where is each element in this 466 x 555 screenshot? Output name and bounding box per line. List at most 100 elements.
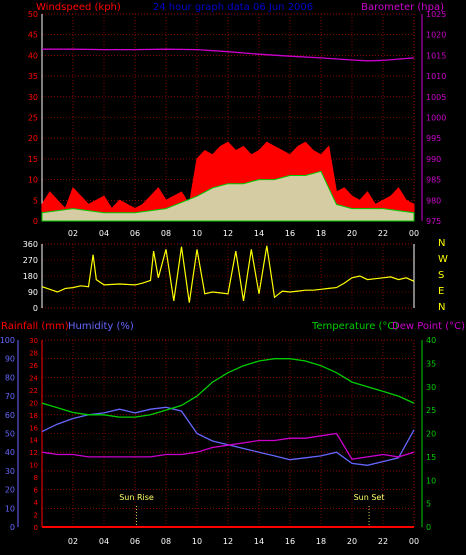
- barometer-tick-label: 980: [426, 196, 441, 205]
- rainfall-tick-label: 2: [34, 512, 38, 520]
- x-tick-label: 06: [130, 537, 140, 546]
- windspeed-tick-label: 45: [28, 31, 38, 40]
- rainfall-tick-label: 4: [34, 499, 39, 507]
- rainfall-tick-label: 10: [29, 462, 38, 470]
- series-dewpoint: [41, 432, 415, 460]
- windspeed-tick-label: 10: [28, 176, 38, 185]
- humidity-tick-label: 60: [5, 411, 15, 420]
- rainfall-tick-label: 30: [29, 337, 38, 345]
- chart-title: 24 hour graph data 06 Jun 2006: [153, 2, 313, 13]
- wind-barometer-panel: 0510152025303540455097598098599099510001…: [28, 10, 447, 238]
- barometer-tick-label: 995: [426, 134, 441, 143]
- temperature-tick-label: 40: [426, 336, 436, 345]
- temperature-tick-label: 35: [426, 359, 436, 368]
- x-tick-label: 08: [161, 229, 171, 238]
- temperature-tick-label: 5: [426, 500, 431, 509]
- x-tick-label: 20: [347, 229, 357, 238]
- humidity-tick-label: 20: [5, 486, 15, 495]
- temp-humidity-panel: 0102030405060708090100024681012141618202…: [0, 336, 436, 546]
- humidity-axis-label: Humidity (%): [68, 321, 134, 332]
- temperature-tick-label: 15: [426, 453, 436, 462]
- windspeed-tick-label: 5: [33, 196, 38, 205]
- windspeed-tick-label: 20: [28, 134, 38, 143]
- rainfall-tick-label: 18: [29, 412, 38, 420]
- x-tick-label: 22: [378, 537, 388, 546]
- windspeed-axis-label: Windspeed (kph): [36, 2, 121, 13]
- compass-n-top: N: [438, 238, 445, 249]
- x-tick-label: 00: [409, 229, 419, 238]
- windspeed-tick-label: 15: [28, 155, 38, 164]
- direction-tick-label: 90: [28, 288, 38, 297]
- barometer-tick-label: 1020: [426, 31, 446, 40]
- direction-tick-label: 0: [33, 304, 38, 313]
- x-tick-label: 12: [223, 229, 233, 238]
- series-barometer: [42, 48, 415, 62]
- rainfall-tick-label: 26: [29, 362, 38, 370]
- barometer-axis-label: Barometer (hpa): [361, 2, 444, 13]
- barometer-tick-label: 1025: [426, 10, 446, 19]
- x-tick-label: 04: [99, 537, 109, 546]
- windspeed-tick-label: 25: [28, 114, 38, 123]
- compass-n-bottom: N: [438, 302, 445, 313]
- rainfall-tick-label: 16: [29, 424, 38, 432]
- temperature-tick-label: 20: [426, 430, 436, 439]
- x-tick-label: 20: [347, 537, 357, 546]
- x-tick-label: 16: [285, 229, 295, 238]
- compass-e: E: [438, 286, 444, 297]
- x-tick-label: 10: [192, 229, 202, 238]
- x-tick-label: 14: [254, 537, 264, 546]
- humidity-tick-label: 100: [0, 336, 15, 345]
- x-tick-label: 22: [378, 229, 388, 238]
- series-windspeed-average: [41, 170, 415, 222]
- rainfall-axis-label: Rainfall (mm): [1, 321, 69, 332]
- direction-tick-label: 180: [23, 272, 38, 281]
- windspeed-tick-label: 0: [33, 217, 38, 226]
- windspeed-tick-label: 35: [28, 72, 38, 81]
- temperature-tick-label: 0: [426, 523, 431, 532]
- x-tick-label: 06: [130, 229, 140, 238]
- wind-direction-panel: 0 90 180 270 360: [23, 240, 415, 313]
- rainfall-tick-label: 12: [29, 449, 38, 457]
- rainfall-tick-label: 8: [34, 474, 38, 482]
- compass-labels: N W S E N: [438, 238, 448, 313]
- x-tick-label: 12: [223, 537, 233, 546]
- series-wind-direction: [41, 245, 415, 303]
- humidity-tick-label: 0: [10, 523, 15, 532]
- humidity-tick-label: 70: [5, 392, 15, 401]
- humidity-tick-label: 30: [5, 467, 15, 476]
- x-tick-label: 04: [99, 229, 109, 238]
- windspeed-tick-label: 30: [28, 93, 38, 102]
- temperature-tick-label: 30: [426, 383, 436, 392]
- x-tick-label: 02: [68, 537, 78, 546]
- windspeed-tick-label: 50: [28, 10, 38, 19]
- barometer-tick-label: 1005: [426, 93, 446, 102]
- barometer-tick-label: 1010: [426, 72, 446, 81]
- temperature-tick-label: 25: [426, 406, 436, 415]
- barometer-tick-label: 975: [426, 217, 441, 226]
- temperature-axis-label: Temperature (°C): [311, 321, 398, 332]
- rainfall-tick-label: 20: [29, 399, 38, 407]
- humidity-tick-label: 50: [5, 430, 15, 439]
- compass-w: W: [438, 254, 448, 265]
- x-tick-label: 10: [192, 537, 202, 546]
- x-tick-label: 14: [254, 229, 264, 238]
- humidity-tick-label: 90: [5, 355, 15, 364]
- humidity-tick-label: 80: [5, 373, 15, 382]
- barometer-tick-label: 990: [426, 155, 441, 164]
- x-tick-label: 02: [68, 229, 78, 238]
- x-tick-label: 00: [409, 537, 419, 546]
- sunrise-label: Sun Rise: [119, 493, 154, 502]
- x-tick-label: 16: [285, 537, 295, 546]
- compass-s: S: [438, 270, 444, 281]
- series-temperature: [41, 358, 415, 418]
- barometer-tick-label: 1000: [426, 114, 446, 123]
- humidity-tick-label: 10: [5, 504, 15, 513]
- x-tick-label: 08: [161, 537, 171, 546]
- rainfall-tick-label: 6: [34, 487, 39, 495]
- rainfall-tick-label: 22: [29, 387, 38, 395]
- rainfall-tick-label: 24: [29, 374, 38, 382]
- x-tick-label: 18: [316, 229, 326, 238]
- rainfall-tick-label: 28: [29, 349, 38, 357]
- dewpoint-axis-label: Dew Point (°C): [392, 321, 465, 332]
